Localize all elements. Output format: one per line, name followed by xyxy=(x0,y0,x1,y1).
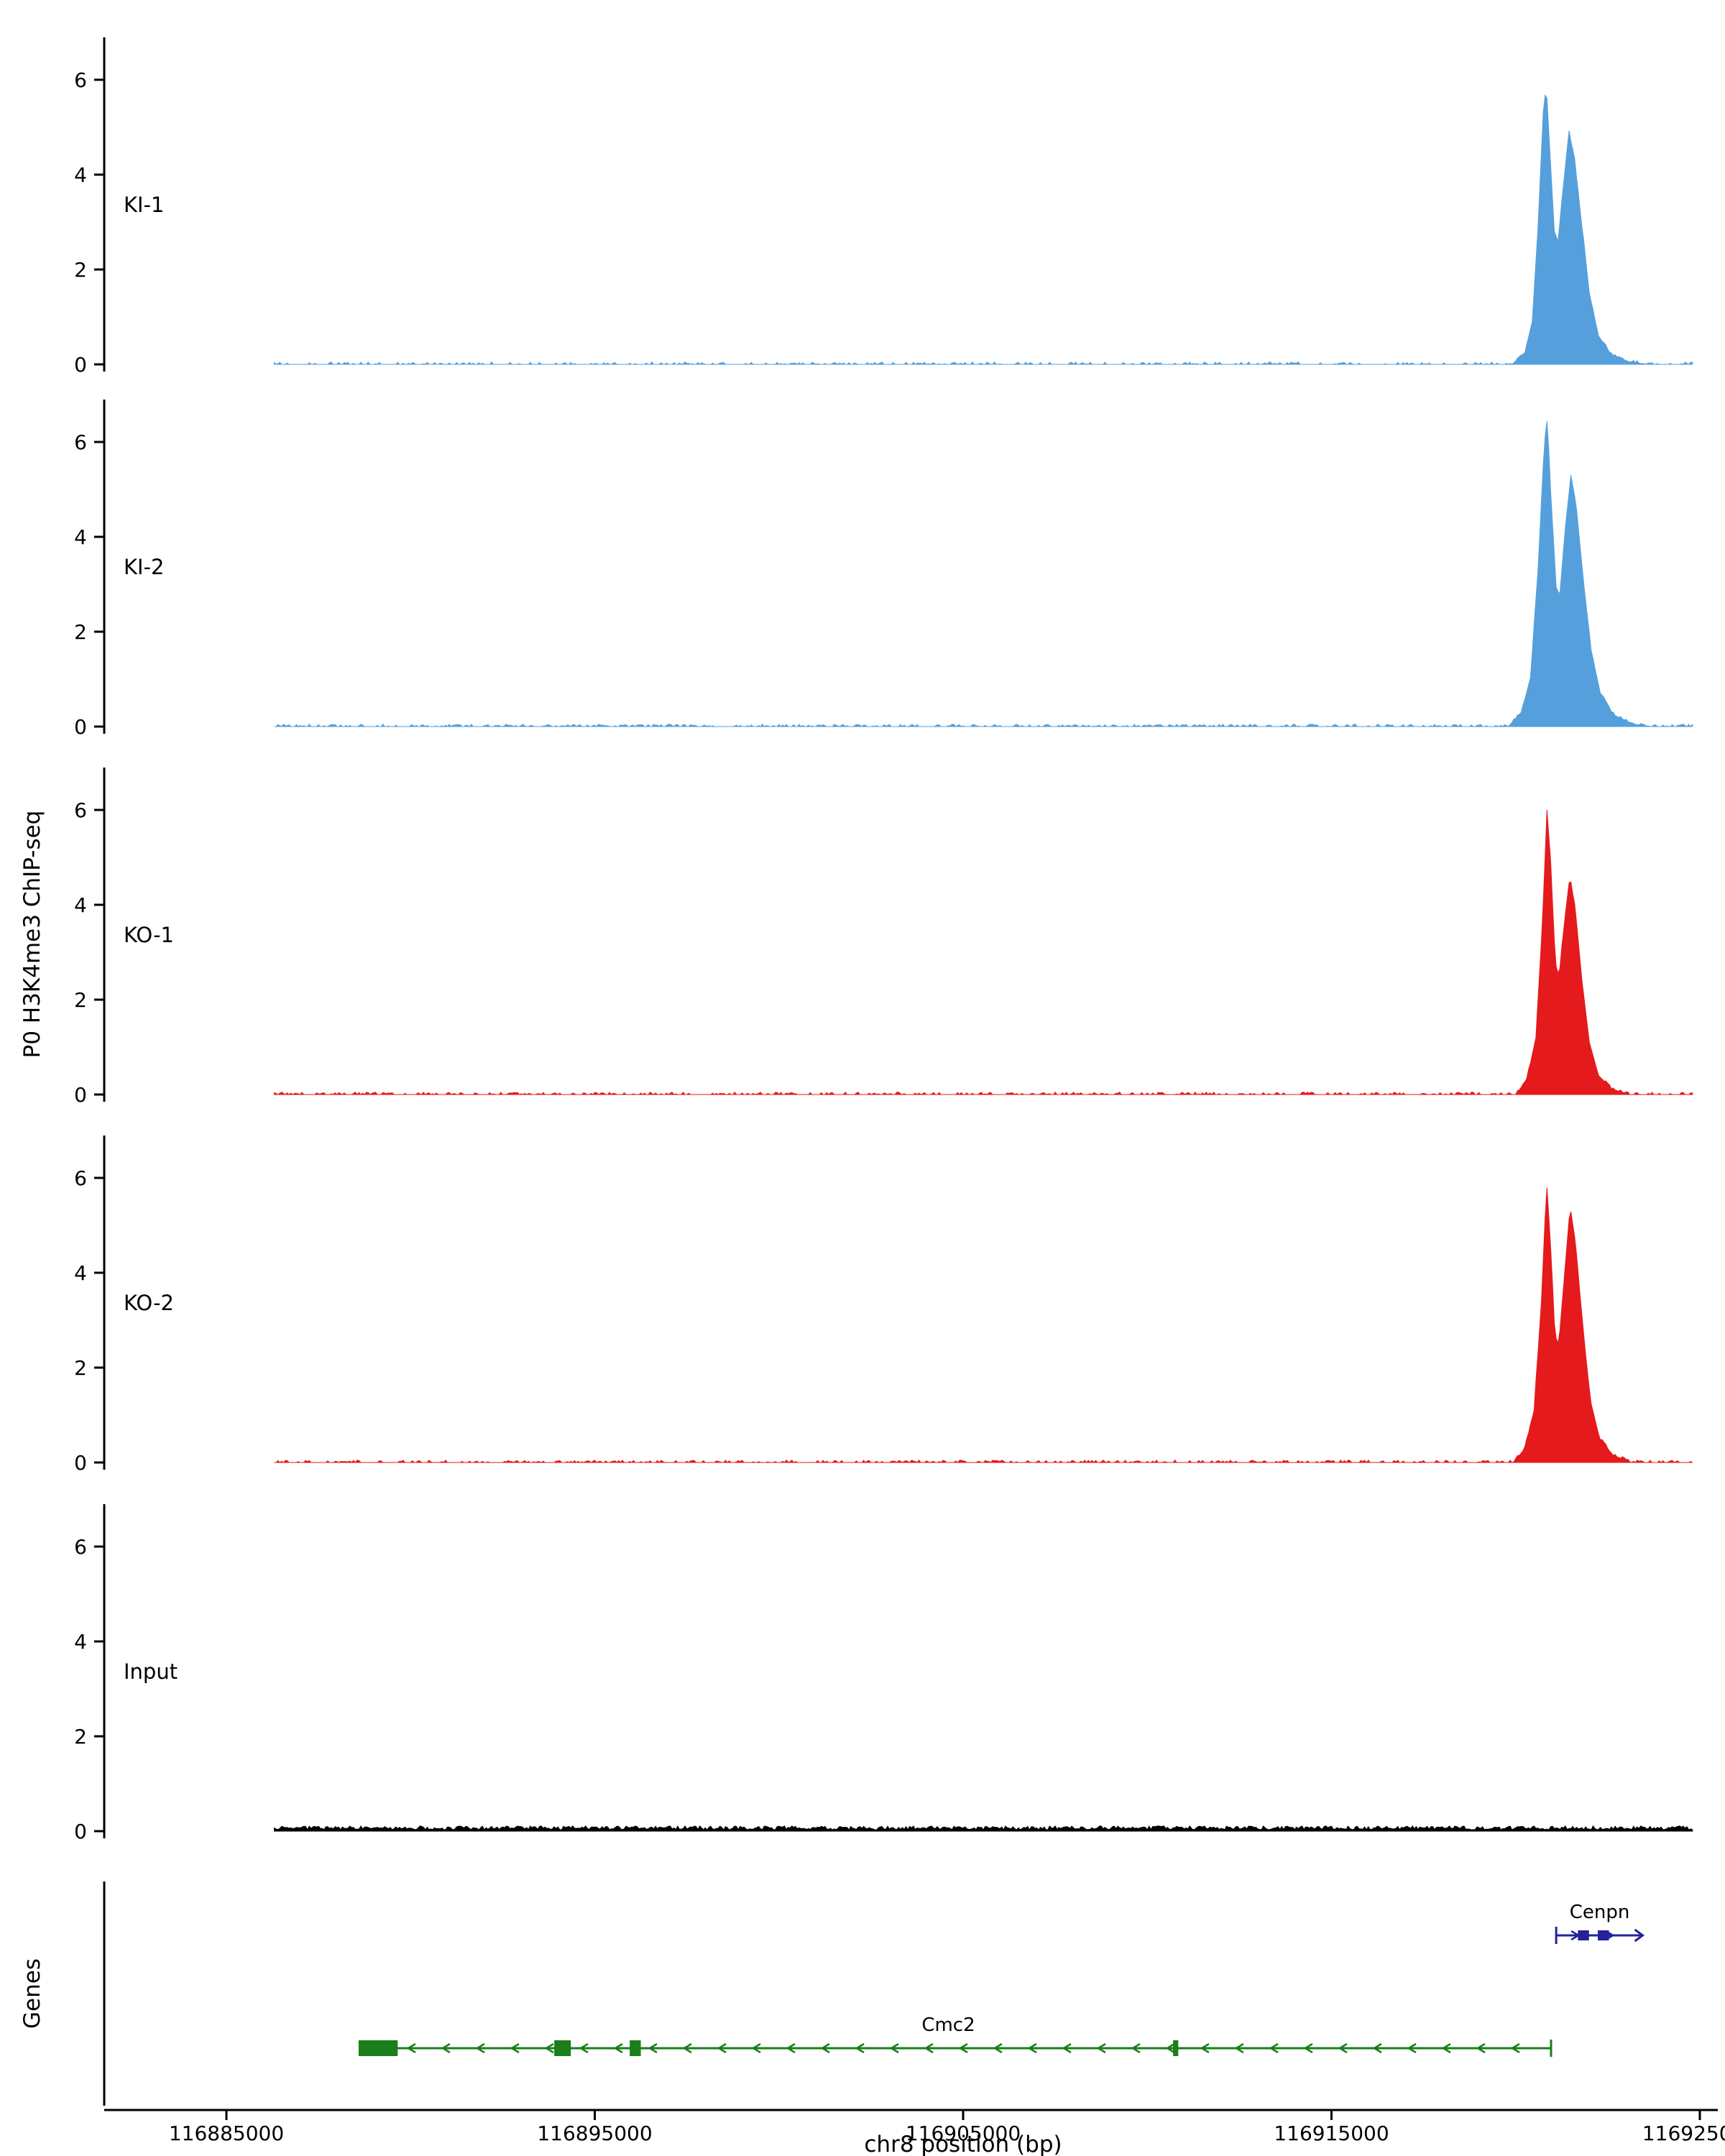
arrow-right-icon xyxy=(1634,1928,1645,1943)
track-area-ko-2 xyxy=(274,1187,1693,1463)
chevron-left-icon xyxy=(820,2042,830,2054)
gene-exon xyxy=(554,2040,571,2056)
x-axis-label: chr8 position (bp) xyxy=(864,2132,1062,2156)
chevron-left-icon xyxy=(1510,2042,1520,2054)
chevron-left-icon xyxy=(751,2042,761,2054)
track-label-ko-2: KO-2 xyxy=(124,1291,174,1315)
y-tick-label: 2 xyxy=(74,258,87,282)
gene-label-cenpn: Cenpn xyxy=(1570,1902,1630,1923)
y-tick-label: 6 xyxy=(74,68,87,92)
chevron-left-icon xyxy=(855,2042,865,2054)
y-tick-label: 2 xyxy=(74,988,87,1012)
chevron-left-icon xyxy=(958,2042,968,2054)
chevron-left-icon xyxy=(1234,2042,1244,2054)
gene-exon xyxy=(630,2040,641,2056)
gene-exon xyxy=(1598,1930,1609,1940)
y-tick-label: 0 xyxy=(74,715,87,739)
y-tick-label: 6 xyxy=(74,430,87,454)
track-area-ki-1 xyxy=(274,93,1693,365)
y-tick-label: 0 xyxy=(74,1451,87,1475)
track-area-input xyxy=(274,1825,1693,1832)
y-tick-label: 0 xyxy=(74,1083,87,1107)
y-tick-label: 4 xyxy=(74,1261,87,1285)
chevron-left-icon xyxy=(1269,2042,1279,2054)
chevron-left-icon xyxy=(786,2042,796,2054)
gene-exon xyxy=(1173,2040,1179,2056)
x-axis: 116885000 116895000 116905000 116915000 1169… xyxy=(104,2109,1725,2156)
chevron-left-icon xyxy=(1131,2042,1141,2054)
track-label-ki-2: KI-2 xyxy=(124,555,165,579)
chevron-left-icon xyxy=(924,2042,934,2054)
x-tick-label: 116925000 xyxy=(1642,2122,1725,2145)
chevron-left-icon xyxy=(889,2042,899,2054)
genes-panel-label: Genes xyxy=(19,1958,45,2029)
y-tick-label: 6 xyxy=(74,798,87,822)
gene-exon xyxy=(358,2040,398,2056)
chevron-left-icon xyxy=(1476,2042,1486,2054)
chevron-left-icon xyxy=(717,2042,727,2054)
gene-label-cmc2: Cmc2 xyxy=(921,2014,975,2036)
chevron-left-icon xyxy=(1027,2042,1037,2054)
chevron-left-icon xyxy=(1303,2042,1313,2054)
chevron-left-icon xyxy=(579,2042,589,2054)
chevron-left-icon xyxy=(648,2042,658,2054)
track-input: 0 2 4 6 Input xyxy=(74,1504,1693,1843)
track-label-input: Input xyxy=(124,1659,178,1684)
chevron-left-icon xyxy=(510,2042,520,2054)
chevron-left-icon xyxy=(613,2042,623,2054)
gene-model-cmc2: Cmc2 xyxy=(358,2014,1552,2057)
chevron-left-icon xyxy=(1338,2042,1348,2054)
track-label-ko-1: KO-1 xyxy=(124,923,174,947)
chevron-left-icon xyxy=(1372,2042,1382,2054)
chevron-left-icon xyxy=(406,2042,416,2054)
chevron-left-icon xyxy=(1165,2042,1175,2054)
chevron-left-icon xyxy=(475,2042,485,2054)
chevron-left-icon xyxy=(993,2042,1003,2054)
chevron-left-icon xyxy=(1441,2042,1451,2054)
y-tick-label: 4 xyxy=(74,163,87,187)
y-tick-label: 0 xyxy=(74,353,87,377)
y-tick-label: 0 xyxy=(74,1820,87,1843)
x-tick-label: 116915000 xyxy=(1274,2122,1389,2145)
chevron-left-icon xyxy=(1062,2042,1072,2054)
y-tick-label: 2 xyxy=(74,620,87,644)
x-tick-label: 116895000 xyxy=(537,2122,652,2145)
y-tick-label: 4 xyxy=(74,1630,87,1654)
y-tick-label: 6 xyxy=(74,1166,87,1190)
gene-model-cenpn: Cenpn xyxy=(1555,1902,1645,1944)
track-area-ki-2 xyxy=(274,421,1693,727)
track-ki-2: 0 2 4 6 KI-2 xyxy=(74,400,1693,739)
chevron-left-icon xyxy=(682,2042,692,2054)
track-area-ko-1 xyxy=(274,809,1693,1095)
track-ko-2: 0 2 4 6 KO-2 xyxy=(74,1135,1693,1475)
chevron-left-icon xyxy=(1200,2042,1210,2054)
chevron-left-icon xyxy=(544,2042,554,2054)
track-ki-1: 0 2 4 6 KI-1 xyxy=(74,37,1693,377)
chevron-left-icon xyxy=(1407,2042,1417,2054)
y-tick-label: 2 xyxy=(74,1725,87,1749)
track-label-ki-1: KI-1 xyxy=(124,193,165,217)
track-ko-1: 0 2 4 6 KO-1 xyxy=(74,768,1693,1107)
chevron-left-icon xyxy=(1096,2042,1106,2054)
y-tick-label: 4 xyxy=(74,525,87,549)
genes-panel: Genes Cenpn Cmc2 xyxy=(19,1881,1645,2106)
y-tick-label: 6 xyxy=(74,1535,87,1559)
x-tick-label: 116905000 xyxy=(906,2122,1021,2145)
y-tick-label: 4 xyxy=(74,893,87,917)
chevron-left-icon xyxy=(441,2042,451,2054)
x-tick-label: 116885000 xyxy=(169,2122,284,2145)
y-tick-label: 2 xyxy=(74,1356,87,1380)
y-axis-label: P0 H3K4me3 ChIP-seq xyxy=(19,811,45,1059)
gene-exon xyxy=(1578,1930,1589,1940)
